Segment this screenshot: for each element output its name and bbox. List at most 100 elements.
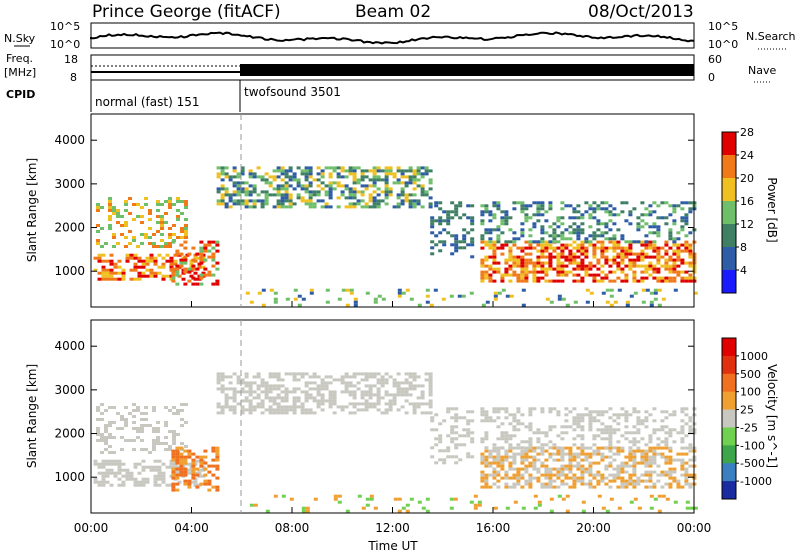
power-cell xyxy=(672,219,677,223)
power-cell xyxy=(636,279,641,283)
power-cell xyxy=(216,166,221,170)
velocity-cell xyxy=(466,434,471,438)
power-cell xyxy=(124,245,128,248)
power-cell xyxy=(608,258,613,262)
power-cell xyxy=(684,219,689,223)
power-cell xyxy=(520,261,525,265)
power-cell xyxy=(644,255,649,259)
power-cell xyxy=(145,256,150,260)
power-cell xyxy=(264,199,269,203)
velocity-cell xyxy=(648,458,653,462)
power-cell xyxy=(644,270,649,274)
power-cell xyxy=(344,196,349,200)
velocity-cell xyxy=(580,437,585,441)
velocity-cell xyxy=(368,396,373,400)
power-cell xyxy=(528,246,533,250)
power-cell xyxy=(352,181,357,185)
velocity-cell xyxy=(454,407,459,411)
power-cell xyxy=(207,249,212,253)
velocity-cell xyxy=(648,437,653,441)
velocity-cell xyxy=(304,393,309,397)
power-cell xyxy=(540,255,545,259)
power-cell xyxy=(304,178,309,182)
velocity-cell xyxy=(236,390,241,394)
velocity-cell xyxy=(604,410,609,414)
velocity-cell xyxy=(446,446,451,450)
power-cell xyxy=(108,203,112,206)
power-cell xyxy=(516,201,521,205)
velocity-cell xyxy=(500,467,505,471)
power-cell xyxy=(384,190,389,194)
power-cell xyxy=(280,193,285,197)
velocity-colorbar-segment xyxy=(722,427,736,446)
velocity-cell xyxy=(612,431,617,435)
power-cell xyxy=(195,267,200,271)
velocity-cell xyxy=(215,446,220,450)
power-cell xyxy=(252,199,257,203)
velocity-cell xyxy=(211,473,216,477)
power-cell xyxy=(368,178,373,182)
power-cell xyxy=(316,199,321,203)
power-cell xyxy=(649,303,654,307)
velocity-cell xyxy=(537,503,542,507)
power-cell xyxy=(268,181,273,185)
power-cell xyxy=(688,279,693,283)
velocity-cell xyxy=(141,459,146,463)
velocity-cell xyxy=(600,431,605,435)
power-cell xyxy=(624,255,629,259)
power-cell xyxy=(376,193,381,197)
velocity-cell xyxy=(248,384,253,388)
power-cell xyxy=(140,221,144,224)
velocity-cell xyxy=(462,443,467,447)
power-cell xyxy=(404,196,409,200)
power-cell xyxy=(524,264,529,268)
velocity-cell xyxy=(676,482,681,486)
velocity-cell xyxy=(409,497,414,501)
velocity-cell xyxy=(337,494,342,498)
velocity-cell xyxy=(564,467,569,471)
power-cell xyxy=(632,279,637,283)
velocity-cell xyxy=(450,431,455,435)
power-cell xyxy=(324,193,329,197)
velocity-cell xyxy=(484,446,489,450)
velocity-cell xyxy=(203,449,208,453)
velocity-cell xyxy=(172,430,176,433)
power-cell xyxy=(516,273,521,277)
velocity-cell xyxy=(628,446,633,450)
power-cell xyxy=(324,205,329,209)
power-cell xyxy=(171,276,176,280)
power-cell xyxy=(632,264,637,268)
power-cell xyxy=(620,234,625,238)
velocity-cell xyxy=(177,480,182,484)
velocity-cell xyxy=(685,500,690,504)
power-cell xyxy=(169,259,174,263)
velocity-cell xyxy=(624,485,629,489)
velocity-cell xyxy=(584,467,589,471)
power-cell xyxy=(96,242,100,245)
velocity-cell xyxy=(141,465,146,469)
power-cell xyxy=(592,264,597,268)
velocity-cell xyxy=(512,485,517,489)
power-cell xyxy=(124,200,128,203)
power-cell xyxy=(652,243,657,247)
velocity-cell xyxy=(168,409,172,412)
velocity-cell xyxy=(568,425,573,429)
power-cell xyxy=(684,276,689,280)
power-cell xyxy=(228,175,233,179)
velocity-cell xyxy=(129,471,134,475)
power-cell xyxy=(364,169,369,173)
velocity-cell xyxy=(580,476,585,480)
power-cell xyxy=(580,279,585,283)
power-cell xyxy=(300,169,305,173)
velocity-cell xyxy=(688,485,693,489)
velocity-cell xyxy=(504,410,509,414)
power-colorbar-tick-label: 28 xyxy=(740,126,754,139)
velocity-cell xyxy=(256,372,261,376)
velocity-cell xyxy=(260,411,265,415)
power-cell xyxy=(384,184,389,188)
velocity-cell xyxy=(616,476,621,480)
power-cell xyxy=(365,291,370,295)
velocity-cell xyxy=(412,408,417,412)
power-cell xyxy=(144,233,148,236)
power-cell xyxy=(129,256,134,260)
